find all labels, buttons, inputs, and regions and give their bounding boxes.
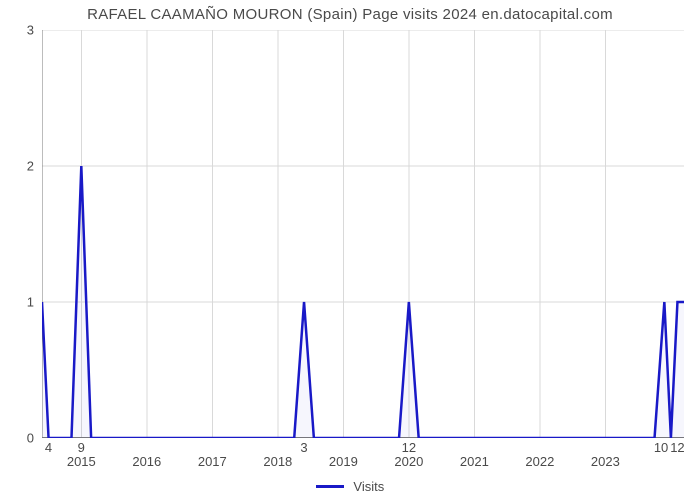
x-tick-label: 2018: [263, 454, 292, 469]
value-label: 12: [402, 440, 416, 455]
x-tick-label: 2021: [460, 454, 489, 469]
legend-label: Visits: [353, 479, 384, 494]
y-tick-label: 0: [27, 431, 34, 446]
value-label: 9: [78, 440, 85, 455]
x-tick-label: 2016: [132, 454, 161, 469]
legend: Visits: [0, 478, 700, 494]
legend-swatch: [316, 485, 344, 488]
plot-area: [42, 30, 684, 438]
y-tick-label: 1: [27, 295, 34, 310]
chart-svg: [42, 30, 684, 438]
chart-title: RAFAEL CAAMAÑO MOURON (Spain) Page visit…: [0, 6, 700, 23]
value-label: 10: [654, 440, 668, 455]
value-label: 3: [300, 440, 307, 455]
x-tick-label: 2019: [329, 454, 358, 469]
x-tick-label: 2017: [198, 454, 227, 469]
x-tick-label: 2023: [591, 454, 620, 469]
value-label: 4: [45, 440, 52, 455]
x-tick-label: 2015: [67, 454, 96, 469]
x-tick-label: 2020: [394, 454, 423, 469]
y-tick-label: 3: [27, 23, 34, 38]
x-tick-label: 2022: [525, 454, 554, 469]
value-label: 12: [670, 440, 684, 455]
y-tick-label: 2: [27, 159, 34, 174]
